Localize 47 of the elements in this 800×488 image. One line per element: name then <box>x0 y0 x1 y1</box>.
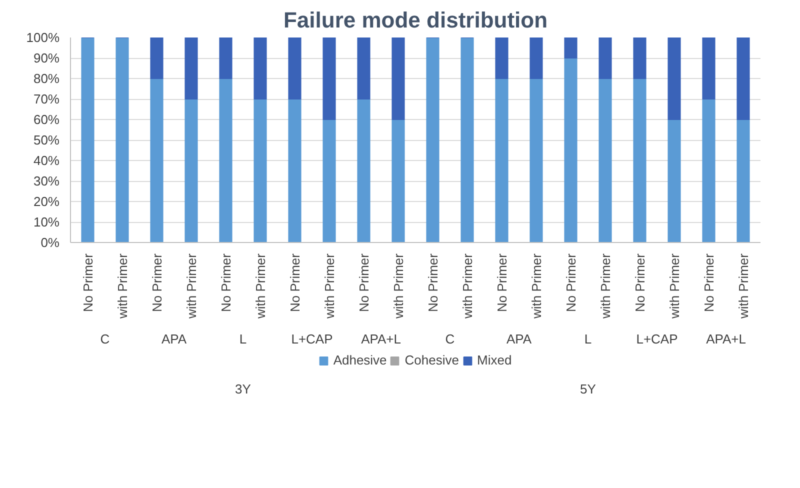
x-tick-label: with Primer <box>736 252 751 320</box>
x-tick-label: No Primer <box>287 252 302 312</box>
text: APA <box>506 332 532 346</box>
text: L <box>239 332 247 346</box>
y-tick-label: 100% <box>26 30 60 45</box>
x-tick-label: No Primer <box>563 252 578 312</box>
text: APA <box>161 332 187 346</box>
x-tick-label: No Primer <box>701 252 716 312</box>
text: C <box>100 332 110 346</box>
x-tick-label: with Primer <box>322 252 337 320</box>
y-tick-label: 70% <box>33 92 60 106</box>
y-tick-label: 10% <box>33 214 60 230</box>
legend-label: Adhesive <box>333 352 387 368</box>
y-tick-label: 40% <box>33 153 60 168</box>
text: APA+L <box>706 332 746 346</box>
x-tick-label: with Primer <box>528 252 544 320</box>
x-tick-label: with Primer <box>460 252 475 320</box>
y-tick-label: 30% <box>33 174 60 188</box>
text: 5Y <box>580 382 596 396</box>
x-tick-label: with Primer <box>252 252 268 320</box>
x-tick-label: with Primer <box>184 252 199 320</box>
x-tick-label: with Primer <box>598 252 613 320</box>
text: 3Y <box>235 382 252 396</box>
y-tick-label: 20% <box>33 194 60 209</box>
text: L+CAP <box>291 332 333 346</box>
y-tick-label: 60% <box>33 112 60 127</box>
x-tick-label: No Primer <box>149 252 164 312</box>
legend-label: Mixed <box>477 352 512 368</box>
text: L <box>584 332 592 346</box>
x-tick-label: with Primer <box>114 252 130 320</box>
y-tick-label: 0% <box>40 235 60 250</box>
x-tick-label: No Primer <box>356 252 372 312</box>
chart-title: Failure mode distribution <box>283 8 548 32</box>
x-tick-label: No Primer <box>80 252 96 312</box>
text: L+CAP <box>636 332 678 346</box>
x-tick-label: No Primer <box>425 252 440 312</box>
y-tick-label: 90% <box>33 50 60 66</box>
y-tick-label: 80% <box>33 71 60 86</box>
x-tick-label: with Primer <box>666 252 682 320</box>
text: APA+L <box>361 332 401 346</box>
legend-label: Cohesive <box>404 352 459 368</box>
x-tick-label: No Primer <box>494 252 510 312</box>
y-tick-label: 50% <box>33 132 60 148</box>
x-tick-label: No Primer <box>632 252 648 312</box>
x-tick-label: with Primer <box>390 252 406 320</box>
text: C <box>445 332 455 346</box>
x-tick-label: No Primer <box>218 252 234 312</box>
